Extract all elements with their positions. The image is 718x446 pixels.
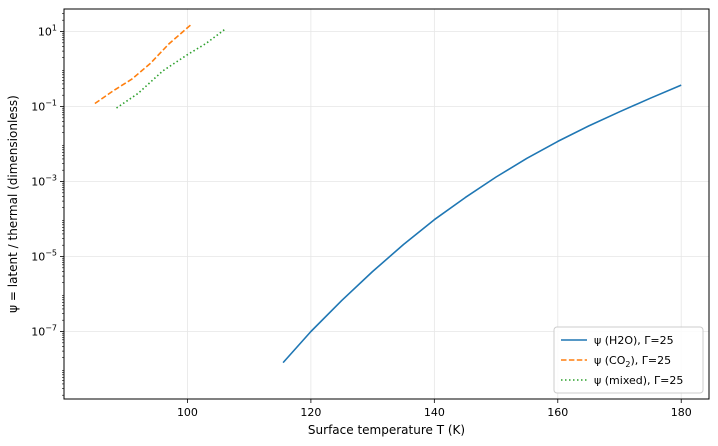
x-tick-label: 180 [671, 406, 692, 419]
legend-label-1: ψ (CO2), Γ=25 [594, 354, 671, 369]
y-axis-label: ψ = latent / thermal (dimensionless) [6, 95, 20, 313]
series-line-2 [116, 28, 225, 109]
legend-label-0: ψ (H2O), Γ=25 [594, 334, 674, 347]
plot-frame [63, 8, 710, 400]
x-tick-label: 100 [177, 406, 198, 419]
x-tick-label: 160 [547, 406, 568, 419]
x-tick-label: 120 [300, 406, 321, 419]
x-tick-label: 140 [424, 406, 445, 419]
series-line-0 [282, 84, 682, 364]
legend-box [553, 326, 704, 394]
y-axis: 101 10−1 10−3 10−5 10−7 [31, 13, 64, 396]
x-axis-label: Surface temperature T (K) [308, 423, 465, 437]
x-axis: 100 120 140 160 180 [177, 399, 692, 419]
y-tick-label: 10−5 [31, 249, 57, 264]
legend-label-2: ψ (mixed), Γ=25 [594, 374, 683, 387]
series-layer [94, 24, 682, 364]
series-line-1 [94, 24, 192, 105]
y-tick-label: 10−7 [31, 324, 57, 339]
y-tick-label: 101 [38, 24, 57, 39]
legend: ψ (H2O), Γ=25 ψ (CO2), Γ=25 ψ (mixed), Γ=2… [553, 326, 704, 394]
y-tick-label: 10−3 [31, 174, 57, 189]
y-tick-label: 10−1 [31, 99, 57, 114]
